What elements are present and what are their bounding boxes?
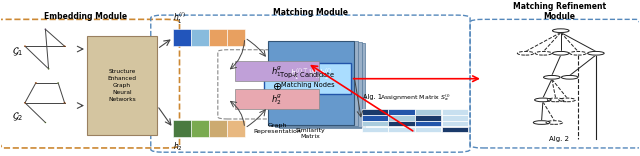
Circle shape xyxy=(534,98,551,102)
FancyBboxPatch shape xyxy=(209,29,227,46)
FancyBboxPatch shape xyxy=(415,121,442,127)
FancyBboxPatch shape xyxy=(415,115,442,121)
Text: $h_1^g$: $h_1^g$ xyxy=(271,64,283,79)
Text: Graph
Representation: Graph Representation xyxy=(253,122,301,134)
Circle shape xyxy=(559,98,575,102)
FancyBboxPatch shape xyxy=(388,109,415,115)
FancyBboxPatch shape xyxy=(442,109,468,115)
FancyBboxPatch shape xyxy=(362,127,388,132)
Text: $\mathcal{G}_1$: $\mathcal{G}_1$ xyxy=(12,46,24,58)
FancyBboxPatch shape xyxy=(388,127,415,132)
Text: Structure
Enhanced
Graph
Neural
Networks: Structure Enhanced Graph Neural Networks xyxy=(108,69,136,102)
Text: $h_1^{(l)\top}W_n h_2^{(l)}$: $h_1^{(l)\top}W_n h_2^{(l)}$ xyxy=(290,67,332,82)
Circle shape xyxy=(552,51,569,55)
Text: Matching Module: Matching Module xyxy=(273,8,348,17)
Text: Embedding Module: Embedding Module xyxy=(44,12,127,22)
Text: $\oplus$: $\oplus$ xyxy=(272,81,282,93)
FancyBboxPatch shape xyxy=(362,109,388,115)
Text: Assignment Matrix $S_a^{(l)}$: Assignment Matrix $S_a^{(l)}$ xyxy=(380,92,451,103)
FancyBboxPatch shape xyxy=(209,120,227,137)
Circle shape xyxy=(561,76,578,79)
FancyBboxPatch shape xyxy=(388,115,415,121)
FancyBboxPatch shape xyxy=(271,41,358,126)
FancyBboxPatch shape xyxy=(227,120,244,137)
Circle shape xyxy=(547,98,564,102)
Circle shape xyxy=(533,121,550,124)
FancyBboxPatch shape xyxy=(362,121,388,127)
Text: Top-$k$ Candidate
Matching Nodes: Top-$k$ Candidate Matching Nodes xyxy=(280,70,335,88)
Text: $h_2$: $h_2$ xyxy=(173,141,183,153)
FancyBboxPatch shape xyxy=(227,29,244,46)
Text: Alg. 2: Alg. 2 xyxy=(550,136,570,142)
FancyBboxPatch shape xyxy=(264,63,351,94)
FancyBboxPatch shape xyxy=(173,120,191,137)
FancyBboxPatch shape xyxy=(415,127,442,132)
FancyBboxPatch shape xyxy=(191,120,209,137)
FancyBboxPatch shape xyxy=(235,89,319,109)
FancyBboxPatch shape xyxy=(173,29,191,46)
FancyBboxPatch shape xyxy=(388,121,415,127)
Circle shape xyxy=(546,121,563,124)
Circle shape xyxy=(570,51,586,55)
FancyBboxPatch shape xyxy=(275,42,362,127)
Text: Matching Refinement
Module: Matching Refinement Module xyxy=(513,2,606,22)
Circle shape xyxy=(543,76,560,79)
FancyBboxPatch shape xyxy=(362,115,388,121)
FancyBboxPatch shape xyxy=(442,121,468,127)
Text: Similarity
Matrix: Similarity Matrix xyxy=(296,128,326,139)
Text: $h_1^{(l)}$: $h_1^{(l)}$ xyxy=(173,11,186,26)
Text: $\mathcal{G}_2$: $\mathcal{G}_2$ xyxy=(12,111,24,123)
FancyBboxPatch shape xyxy=(235,61,319,81)
FancyBboxPatch shape xyxy=(415,109,442,115)
FancyBboxPatch shape xyxy=(87,36,157,135)
Circle shape xyxy=(535,51,552,55)
FancyBboxPatch shape xyxy=(191,29,209,46)
FancyBboxPatch shape xyxy=(442,115,468,121)
Circle shape xyxy=(517,51,534,55)
Text: $h_2^g$: $h_2^g$ xyxy=(271,92,283,107)
FancyBboxPatch shape xyxy=(442,127,468,132)
FancyBboxPatch shape xyxy=(279,43,365,128)
Circle shape xyxy=(552,29,569,32)
Circle shape xyxy=(588,51,604,55)
FancyBboxPatch shape xyxy=(268,41,354,125)
Text: Alg. 1: Alg. 1 xyxy=(363,94,382,100)
